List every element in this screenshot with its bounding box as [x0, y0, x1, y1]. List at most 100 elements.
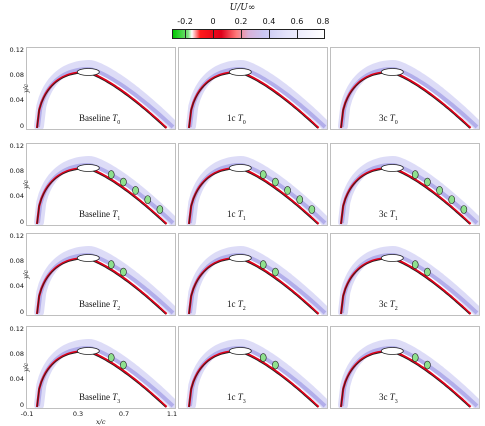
- separation-bubble: [380, 68, 404, 76]
- panel-label-prefix: Baseline: [79, 113, 113, 124]
- shear-layer-mid: [188, 66, 327, 129]
- flow-field: [338, 155, 479, 225]
- y-tick-label: 0.04: [9, 282, 24, 290]
- panel-label-prefix: Baseline: [79, 209, 113, 220]
- x-tick-label: 0.3: [72, 410, 84, 418]
- colorbar-mark: [213, 29, 214, 39]
- panel-label-subscript: 1: [117, 216, 121, 222]
- shear-layer-halo: [186, 155, 327, 225]
- panel-label-case: T: [389, 113, 395, 124]
- boundary-layer: [339, 256, 472, 315]
- shear-layer-mid: [340, 252, 479, 315]
- panel-label-prefix: 1c: [227, 113, 238, 124]
- vortex-pocket: [107, 353, 115, 362]
- separation-bubble: [228, 254, 252, 262]
- airfoil-outline: [188, 351, 318, 408]
- shear-layer-mid: [188, 162, 327, 225]
- shear-layer-mid: [340, 66, 479, 129]
- y-tick-label: 0.08: [9, 257, 24, 265]
- flow-field: [186, 245, 327, 315]
- shear-layer-halo: [338, 338, 479, 408]
- panel-label-subscript: 0: [394, 120, 398, 126]
- airfoil-outline: [340, 258, 470, 315]
- panel-label-subscript: 3: [117, 399, 121, 405]
- flow-panel: Baseline T1: [26, 143, 176, 226]
- separation-bubble: [380, 164, 404, 172]
- panel-label-prefix: Baseline: [79, 392, 113, 403]
- panel-label: Baseline T0: [79, 113, 120, 126]
- vortex-pocket: [411, 260, 419, 269]
- colorbar-tick: 0.4: [262, 17, 276, 26]
- flow-panel: 1c T0: [178, 47, 328, 130]
- separation-bubble: [228, 347, 252, 355]
- flow-panel: Baseline T2: [26, 233, 176, 316]
- x-tick-label: 0.7: [118, 410, 130, 418]
- vortex-pocket: [272, 177, 279, 187]
- y-tick-label: 0.12: [9, 232, 24, 240]
- vortex-pocket: [259, 353, 267, 362]
- colorbar-tick: 0: [210, 17, 216, 26]
- panel-label-subscript: 0: [242, 120, 246, 126]
- vortex-pocket: [424, 267, 431, 277]
- y-tick-label: 0.08: [9, 71, 24, 79]
- y-tick-label: 0.04: [9, 375, 24, 383]
- panel-label-prefix: 3c: [379, 113, 390, 124]
- shear-layer-mid: [188, 252, 327, 315]
- boundary-layer: [339, 349, 472, 408]
- colorbar-mark: [297, 29, 298, 39]
- flow-field: [186, 59, 327, 129]
- shear-layer-halo: [186, 245, 327, 315]
- airfoil-outline: [188, 258, 318, 315]
- boundary-layer: [35, 256, 168, 315]
- vortex-pocket: [107, 260, 115, 269]
- airfoil-outline: [36, 258, 166, 315]
- separation-bubble: [76, 164, 100, 172]
- airfoil-outline: [36, 168, 166, 225]
- panel-label-case: T: [237, 113, 243, 124]
- boundary-layer: [187, 70, 320, 129]
- y-axis-label: y/c: [22, 270, 30, 279]
- panel-label-subscript: 2: [242, 306, 246, 312]
- separation-bubble: [380, 347, 404, 355]
- boundary-layer: [339, 70, 472, 129]
- boundary-layer: [339, 166, 472, 225]
- y-tick-label: 0: [19, 401, 24, 409]
- flow-field: [186, 338, 327, 408]
- vortex-pocket: [132, 186, 139, 195]
- colorbar-mark: [185, 29, 186, 39]
- y-tick-label: 0: [19, 122, 24, 130]
- y-tick-label: 0.08: [9, 167, 24, 175]
- panel-label: 3c T3: [379, 392, 398, 405]
- panel-label: 1c T2: [227, 299, 246, 312]
- colorbar-title: U/U∞: [229, 3, 256, 13]
- flow-panel: 3c T2: [330, 233, 480, 316]
- vortex-pocket: [284, 186, 291, 195]
- separation-bubble: [76, 347, 100, 355]
- flow-panel: 1c T2: [178, 233, 328, 316]
- airfoil-outline: [36, 351, 166, 408]
- separation-bubble: [228, 68, 252, 76]
- airfoil-outline: [340, 72, 470, 129]
- colorbar-tick: -0.2: [177, 17, 193, 26]
- panel-label: 1c T0: [227, 113, 246, 126]
- flow-panel: Baseline T3: [26, 326, 176, 409]
- flow-panel: 1c T1: [178, 143, 328, 226]
- panel-label: 1c T1: [227, 209, 246, 222]
- y-tick-label: 0.08: [9, 350, 24, 358]
- shear-layer-halo: [34, 245, 175, 315]
- shear-layer-mid: [36, 252, 175, 315]
- colorbar-tick: 0.2: [234, 17, 248, 26]
- panel-label: 3c T0: [379, 113, 398, 126]
- vortex-pocket: [120, 267, 127, 277]
- vortex-pocket: [296, 195, 303, 204]
- shear-layer-mid: [36, 162, 175, 225]
- separation-bubble: [76, 254, 100, 262]
- boundary-layer: [187, 349, 320, 408]
- y-tick-label: 0.04: [9, 192, 24, 200]
- vortex-pocket: [156, 205, 164, 214]
- x-tick-label: 1.1: [166, 410, 178, 418]
- boundary-layer: [35, 166, 168, 225]
- shear-layer-halo: [186, 338, 327, 408]
- flow-panel: 3c T1: [330, 143, 480, 226]
- panel-label-case: T: [237, 299, 243, 310]
